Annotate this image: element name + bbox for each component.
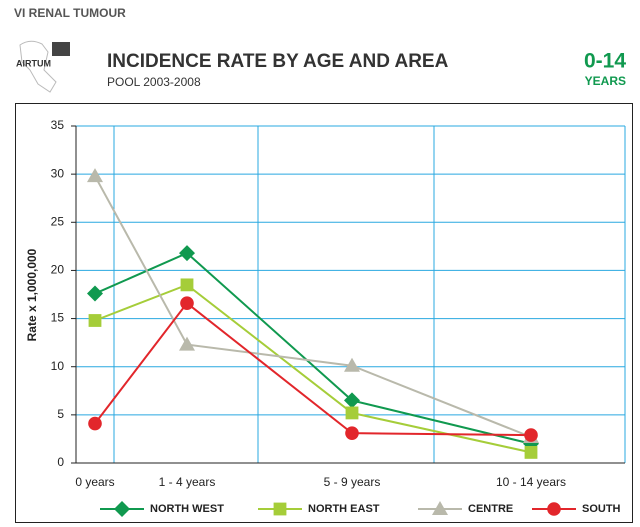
marker	[179, 245, 195, 262]
marker	[344, 392, 360, 409]
y-tick-label: 35	[51, 118, 65, 132]
legend-label: SOUTH	[582, 503, 621, 515]
y-tick-label: 15	[51, 311, 65, 325]
logo-screen	[52, 42, 70, 56]
chart-frame	[15, 103, 633, 523]
marker	[524, 446, 538, 459]
marker	[273, 502, 287, 516]
x-tick-label: 5 - 9 years	[324, 475, 381, 489]
marker	[345, 406, 359, 420]
age-range: 0-14	[584, 50, 626, 73]
legend-label: CENTRE	[468, 503, 513, 515]
series-line	[94, 283, 532, 454]
legend-label: NORTH WEST	[150, 503, 224, 515]
x-tick-label: 0 years	[75, 475, 114, 489]
marker	[180, 296, 194, 310]
legend-label: NORTH EAST	[308, 503, 380, 515]
y-tick-label: 10	[51, 359, 65, 373]
y-tick-label: 30	[51, 166, 65, 180]
marker	[88, 314, 102, 327]
marker	[345, 426, 359, 440]
logo: AIRTUM	[16, 40, 70, 93]
y-tick-label: 20	[51, 263, 65, 277]
marker	[88, 416, 102, 431]
series-line	[94, 175, 532, 438]
y-tick-label: 0	[57, 455, 64, 469]
marker	[547, 502, 561, 516]
marker	[87, 285, 103, 302]
marker	[114, 501, 130, 517]
y-axis-label: Rate x 1,000,000	[25, 248, 39, 341]
series-line	[94, 301, 532, 437]
section-title: VI RENAL TUMOUR	[14, 6, 126, 20]
series-line	[94, 251, 532, 445]
x-tick-label: 10 - 14 years	[496, 475, 566, 489]
marker	[180, 278, 194, 292]
marker	[344, 357, 360, 372]
chart-subtitle: POOL 2003-2008	[107, 75, 201, 89]
marker	[87, 168, 103, 183]
marker	[432, 501, 448, 515]
logo-map	[19, 40, 57, 93]
marker	[179, 336, 195, 351]
marker	[524, 428, 538, 442]
chart-title: INCIDENCE RATE BY AGE AND AREA	[107, 51, 449, 72]
age-unit: YEARS	[585, 74, 626, 88]
x-tick-label: 1 - 4 years	[159, 475, 216, 489]
logo-text: AIRTUM	[16, 58, 51, 68]
y-tick-label: 5	[57, 407, 64, 421]
y-tick-label: 25	[51, 214, 65, 228]
